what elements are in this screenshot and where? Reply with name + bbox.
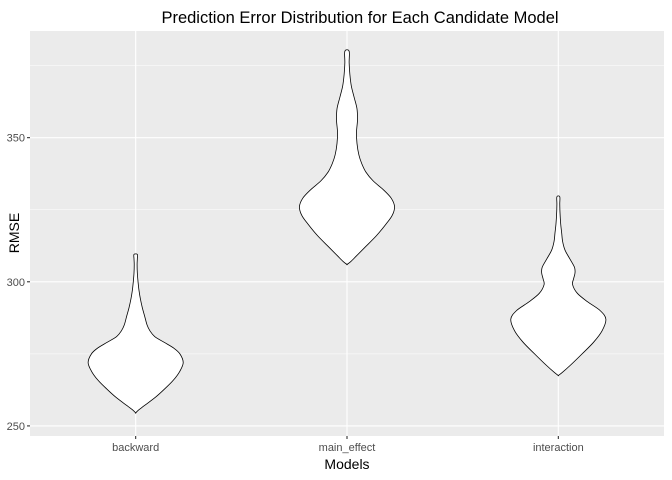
violins [87,49,607,414]
x-tick-label: main_effect [319,442,376,454]
violin-backward [87,253,184,414]
x-axis: backward main_effect interaction [112,436,584,454]
y-axis: 250 300 350 [7,133,30,433]
y-axis-title: RMSE [6,213,22,253]
x-tick-label: interaction [533,442,584,454]
y-tick-label: 300 [7,277,25,289]
violin-main-effect [299,49,395,266]
y-tick-label: 350 [7,133,25,145]
y-tick-label: 250 [7,421,25,433]
chart-title: Prediction Error Distribution for Each C… [161,9,558,27]
x-tick-label: backward [112,442,159,454]
violin-interaction [510,195,607,377]
x-axis-title: Models [324,456,369,472]
